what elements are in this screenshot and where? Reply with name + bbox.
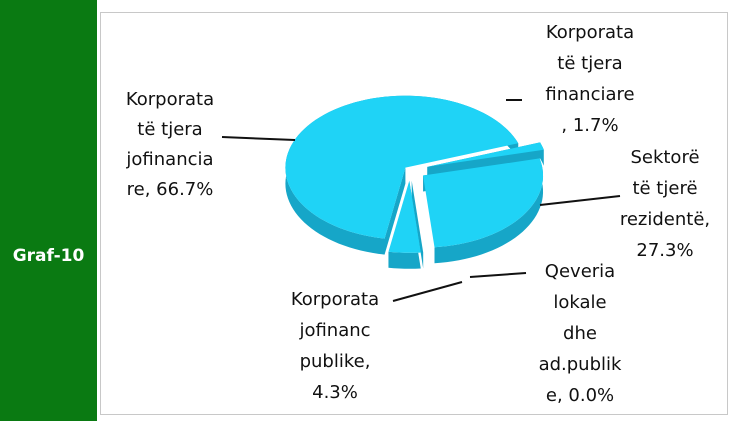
slice-top — [427, 142, 544, 167]
leader-line — [392, 281, 463, 302]
slice-side — [411, 180, 424, 269]
data-label: të tjera — [137, 119, 202, 140]
slice-top — [423, 158, 544, 248]
data-label: publike, — [300, 351, 371, 372]
data-label: dhe — [563, 323, 597, 344]
data-label: Qeveria — [545, 261, 615, 282]
pie-slice — [285, 95, 519, 255]
data-label: financiare — [545, 84, 634, 105]
data-label: ad.publik — [539, 354, 622, 375]
data-label: 4.3% — [312, 382, 358, 403]
sidebar: Graf-10 — [0, 0, 97, 421]
slice-top — [285, 95, 519, 239]
data-label: të tjerë — [632, 178, 697, 199]
chart-border — [100, 12, 728, 415]
data-label: jofinancia — [125, 149, 213, 170]
leader-line — [221, 136, 296, 141]
sidebar-label: Graf-10 — [12, 246, 85, 266]
data-label: lokale — [553, 292, 606, 313]
pie-slice — [388, 180, 421, 269]
leader-line — [539, 195, 621, 206]
data-label: Korporata — [126, 89, 214, 110]
slice-top — [388, 180, 421, 253]
data-label: Sektorë — [630, 147, 699, 168]
data-label: 27.3% — [636, 240, 693, 261]
data-label: të tjera — [557, 53, 622, 74]
leader-line — [469, 272, 527, 278]
data-label: Korporata — [546, 22, 634, 43]
pie-slice — [411, 180, 424, 269]
data-label: e, 0.0% — [546, 385, 614, 406]
data-label: , 1.7% — [561, 115, 618, 136]
data-label: re, 66.7% — [127, 179, 214, 200]
data-label: jofinanc — [298, 320, 370, 341]
data-label: rezidentë, — [620, 209, 710, 230]
pie-slice — [423, 158, 544, 264]
data-label: Korporata — [291, 289, 379, 310]
